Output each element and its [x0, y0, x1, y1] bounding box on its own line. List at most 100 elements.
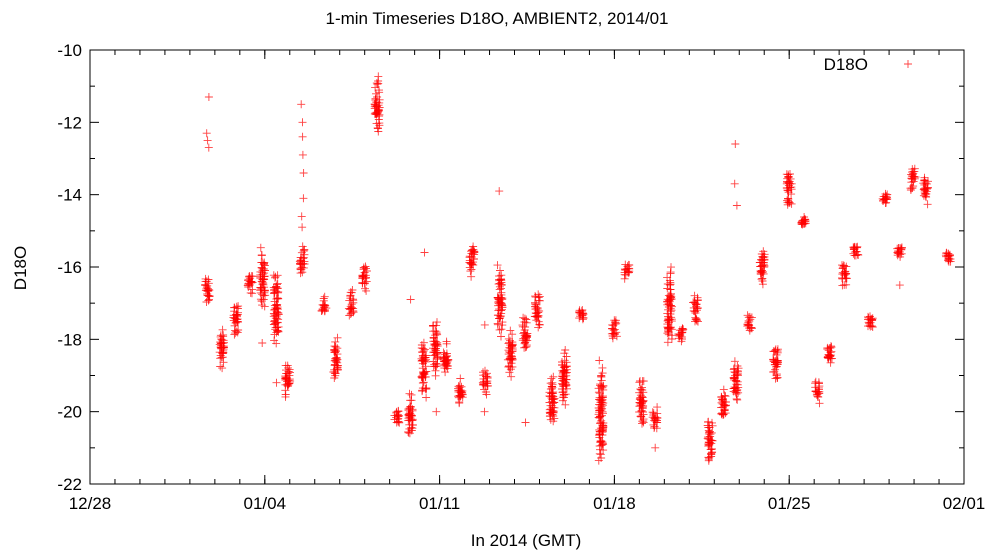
data-point	[418, 373, 427, 382]
data-point	[374, 107, 382, 116]
data-point	[635, 378, 644, 387]
data-point	[273, 284, 282, 293]
data-point	[216, 331, 225, 340]
data-point	[204, 296, 213, 305]
data-point	[496, 266, 504, 275]
data-point	[549, 408, 558, 417]
data-point	[904, 60, 912, 68]
data-point	[941, 251, 950, 260]
data-point	[299, 169, 308, 177]
data-cluster	[256, 243, 270, 347]
data-point	[534, 323, 543, 332]
data-point	[482, 390, 491, 399]
data-point	[579, 309, 588, 318]
data-point	[394, 417, 402, 426]
data-cluster	[635, 377, 648, 428]
data-point	[773, 348, 782, 357]
data-point	[784, 195, 793, 203]
data-point	[371, 94, 380, 103]
data-point	[550, 414, 559, 423]
data-point	[666, 310, 675, 318]
data-cluster	[390, 406, 404, 427]
data-point	[769, 347, 778, 356]
data-point	[203, 287, 212, 296]
data-point	[881, 195, 889, 204]
y-tick-label: -12	[57, 113, 82, 132]
data-cluster	[919, 173, 932, 209]
data-point	[408, 416, 417, 425]
data-point	[882, 198, 891, 207]
data-point	[598, 363, 607, 372]
data-point	[273, 326, 282, 335]
data-point	[596, 437, 605, 446]
data-point	[595, 433, 604, 442]
data-point	[636, 391, 645, 400]
data-point	[430, 360, 439, 369]
data-point	[732, 395, 741, 403]
data-point	[838, 281, 847, 290]
data-cluster	[823, 342, 836, 367]
data-point	[442, 352, 451, 361]
data-cluster	[243, 272, 257, 298]
data-point	[419, 367, 428, 376]
data-point	[638, 383, 646, 392]
data-point	[300, 260, 309, 268]
data-point	[663, 323, 672, 332]
data-point	[269, 309, 278, 318]
data-point	[218, 364, 227, 373]
data-point	[897, 244, 906, 253]
data-point	[562, 352, 571, 361]
data-point	[297, 248, 306, 257]
data-point	[730, 364, 739, 373]
data-point	[479, 380, 488, 389]
data-point	[679, 325, 688, 334]
data-point	[547, 374, 556, 383]
data-point	[707, 448, 716, 457]
data-cluster	[429, 318, 442, 416]
data-point	[748, 324, 756, 333]
data-point	[467, 265, 476, 274]
x-tick-label: 01/11	[419, 494, 460, 513]
data-point	[620, 265, 629, 274]
data-point	[637, 399, 646, 408]
data-point	[814, 378, 823, 387]
data-point	[769, 357, 778, 366]
data-point	[594, 456, 603, 465]
data-point	[216, 354, 225, 363]
data-point	[319, 300, 328, 309]
data-point	[667, 301, 675, 310]
data-point	[406, 396, 415, 405]
data-point	[532, 316, 541, 325]
data-point	[693, 296, 702, 305]
data-point	[839, 261, 848, 270]
x-axis-label: In 2014 (GMT)	[471, 531, 582, 550]
data-point	[330, 374, 339, 382]
data-point	[704, 442, 713, 450]
data-cluster	[545, 372, 559, 426]
data-point	[442, 362, 451, 371]
data-point	[883, 190, 892, 199]
data-point	[923, 200, 932, 209]
data-point	[429, 321, 437, 330]
data-point	[272, 283, 281, 291]
data-point	[203, 136, 212, 145]
data-cluster	[849, 242, 863, 260]
data-point	[298, 223, 307, 232]
data-point	[708, 418, 716, 427]
data-point	[907, 184, 916, 193]
data-point	[418, 351, 427, 360]
data-point	[522, 318, 531, 327]
data-point	[466, 267, 475, 276]
data-point	[759, 269, 768, 278]
data-point	[406, 295, 415, 304]
data-point	[944, 255, 953, 264]
data-cluster	[575, 306, 588, 324]
data-point	[639, 377, 648, 386]
data-cluster	[838, 261, 851, 290]
data-point	[665, 317, 674, 325]
data-point	[232, 310, 241, 319]
data-point	[814, 393, 823, 401]
data-point	[911, 173, 920, 181]
data-cluster	[404, 295, 417, 438]
